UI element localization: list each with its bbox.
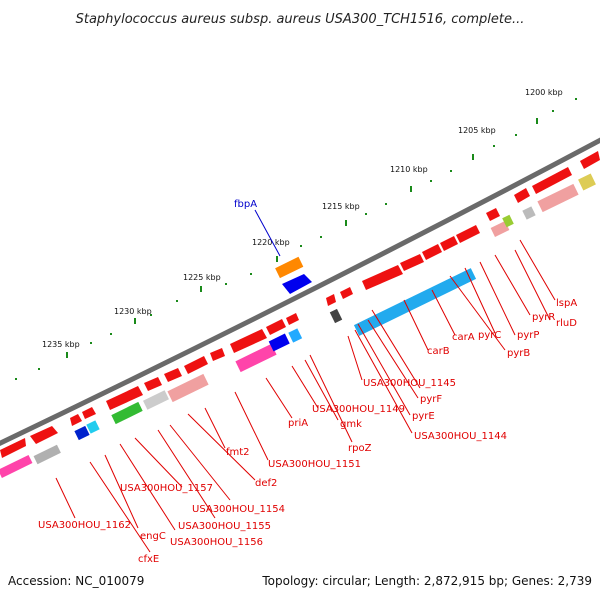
gene-block <box>329 308 343 324</box>
topology-text: Topology: circular; Length: 2,872,915 bp… <box>261 574 592 588</box>
gene-label: pyrB <box>507 348 530 359</box>
gene-block <box>143 390 169 410</box>
gene-label: fmt2 <box>226 447 250 458</box>
gene-label: lspA <box>556 298 577 309</box>
gene-block-fbpA-arrow <box>282 274 312 294</box>
gene-arrow <box>106 386 143 410</box>
annotation-track <box>0 173 596 478</box>
scale-labels: 1200 kbp 1205 kbp 1210 kbp 1215 kbp 1220… <box>42 88 563 349</box>
gene-block <box>537 183 579 213</box>
gene-label: cfxE <box>138 554 159 565</box>
gene-label: USA300HOU_1155 <box>178 521 271 532</box>
gene-label: carA <box>452 332 475 343</box>
gene-label: USA300HOU_1145 <box>363 378 456 389</box>
gene-arrow <box>514 188 530 203</box>
gene-arrow <box>362 265 403 290</box>
gene-block <box>522 206 536 220</box>
gene-arrow <box>82 407 96 419</box>
gene-arrow <box>286 313 299 325</box>
gene-arrow <box>144 377 162 391</box>
gene-arrow <box>580 151 600 169</box>
gene-label: gmk <box>340 419 362 430</box>
gene-block <box>353 268 477 336</box>
gene-arrow <box>340 287 353 299</box>
gene-label: pyrC <box>478 330 501 341</box>
gene-label: USA300HOU_1144 <box>414 431 507 442</box>
gene-label: priA <box>288 418 308 429</box>
gene-arrow <box>440 236 458 251</box>
genome-backbone <box>0 137 600 446</box>
gene-arrow <box>164 368 182 382</box>
tick-label: 1225 kbp <box>183 273 221 282</box>
tick-label: 1215 kbp <box>322 202 360 211</box>
gene-label: USA300HOU_1154 <box>192 504 285 515</box>
map-title: Staphylococcus aureus subsp. aureus USA3… <box>76 12 525 27</box>
gene-label: def2 <box>255 478 277 489</box>
gene-label: USA300HOU_1149 <box>312 404 405 415</box>
gene-block <box>288 328 303 343</box>
accession-text: Accession: NC_010079 <box>8 574 144 588</box>
gene-block <box>74 425 90 441</box>
forward-strand-track <box>0 151 600 458</box>
gene-label: engC <box>140 531 166 542</box>
fbpA-leader <box>254 209 281 257</box>
gene-label: USA300HOU_1157 <box>120 483 213 494</box>
gene-arrow <box>422 244 442 260</box>
gene-arrow <box>456 225 480 243</box>
gene-arrow <box>486 208 500 221</box>
tick-label: 1205 kbp <box>458 126 496 135</box>
gene-block <box>578 173 596 191</box>
gene-block <box>0 454 33 478</box>
gene-block <box>111 401 143 425</box>
gene-block <box>490 220 510 238</box>
gene-arrow <box>532 167 572 194</box>
gene-label: pyrF <box>420 394 442 405</box>
tick-label: 1235 kbp <box>42 340 80 349</box>
gene-label: rluD <box>556 318 577 329</box>
gene-arrow <box>0 438 26 458</box>
gene-arrow <box>30 426 58 444</box>
gene-block <box>502 214 514 228</box>
gene-label: USA300HOU_1156 <box>170 537 263 548</box>
gene-label: USA300HOU_1151 <box>268 459 361 470</box>
gene-labels: fbpA lspA rluD pyrR pyrP pyrC pyrB carA … <box>38 199 577 565</box>
scale-ticks <box>15 98 577 380</box>
gene-arrow <box>266 319 286 335</box>
gene-label: pyrP <box>517 330 539 341</box>
gene-block <box>86 420 100 434</box>
gene-label: carB <box>427 346 450 357</box>
gene-arrow <box>230 329 267 353</box>
tick-label: 1220 kbp <box>252 238 290 247</box>
gene-block <box>33 444 61 465</box>
gene-block-fbpA <box>275 256 304 279</box>
gene-label: USA300HOU_1162 <box>38 520 131 531</box>
gene-arrow <box>184 356 208 374</box>
gene-leaders <box>55 239 556 553</box>
tick-label: 1230 kbp <box>114 307 152 316</box>
gene-label: pyrR <box>532 312 555 323</box>
tick-label: 1210 kbp <box>390 165 428 174</box>
gene-arrow <box>70 414 82 426</box>
gene-arrow <box>326 294 336 306</box>
tick-label: 1200 kbp <box>525 88 563 97</box>
gene-arrow <box>210 348 225 361</box>
gene-block <box>268 333 290 352</box>
gene-block <box>235 343 277 373</box>
gene-block <box>167 373 209 403</box>
gene-label: pyrE <box>412 411 435 422</box>
gene-arrow <box>400 254 424 271</box>
gene-label: fbpA <box>234 199 257 210</box>
gene-label: rpoZ <box>348 443 372 454</box>
